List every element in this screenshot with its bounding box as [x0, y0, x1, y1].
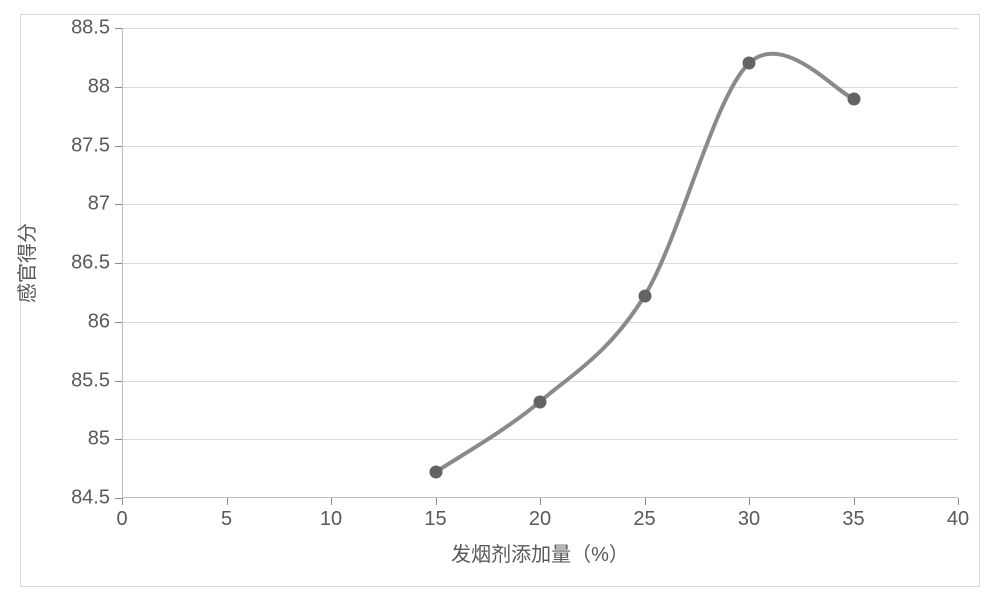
x-tick	[958, 498, 959, 505]
data-marker	[847, 92, 860, 105]
y-tick	[115, 28, 122, 29]
x-tick	[436, 498, 437, 505]
x-tick-label: 30	[738, 508, 760, 531]
y-tick-label: 88.5	[71, 17, 110, 40]
y-tick	[115, 263, 122, 264]
y-tick	[115, 146, 122, 147]
y-tick	[115, 439, 122, 440]
x-tick-label: 25	[633, 508, 655, 531]
y-tick-label: 88	[88, 75, 110, 98]
y-tick	[115, 498, 122, 499]
x-tick-label: 15	[424, 508, 446, 531]
x-tick	[854, 498, 855, 505]
y-tick	[115, 381, 122, 382]
y-tick-label: 86	[88, 310, 110, 333]
y-axis-title: 感官得分	[11, 223, 40, 303]
y-tick-label: 85.5	[71, 369, 110, 392]
x-tick	[749, 498, 750, 505]
chart-container: 84.5 85 85.5 86 86.5 87 87.5 88 88.5 0 5 10 15 20 25 30…	[0, 0, 1000, 601]
y-tick	[115, 87, 122, 88]
x-tick	[331, 498, 332, 505]
data-marker	[638, 289, 651, 302]
data-marker	[429, 466, 442, 479]
plot-area	[122, 28, 958, 498]
x-axis-title: 发烟剂添加量（%）	[451, 538, 629, 567]
y-tick	[115, 204, 122, 205]
x-tick-label: 10	[320, 508, 342, 531]
y-tick	[115, 322, 122, 323]
x-tick-label: 5	[221, 508, 232, 531]
y-tick-label: 87	[88, 193, 110, 216]
y-tick-label: 86.5	[71, 252, 110, 275]
x-tick	[122, 498, 123, 505]
x-tick-label: 20	[529, 508, 551, 531]
y-tick-label: 84.5	[71, 487, 110, 510]
y-tick-label: 85	[88, 428, 110, 451]
x-tick-label: 40	[947, 508, 969, 531]
y-tick-label: 87.5	[71, 134, 110, 157]
x-tick	[227, 498, 228, 505]
data-marker	[743, 57, 756, 70]
data-marker	[534, 395, 547, 408]
x-tick-label: 0	[116, 508, 127, 531]
x-tick	[540, 498, 541, 505]
line-series	[122, 28, 958, 498]
x-tick-label: 35	[842, 508, 864, 531]
x-tick	[645, 498, 646, 505]
